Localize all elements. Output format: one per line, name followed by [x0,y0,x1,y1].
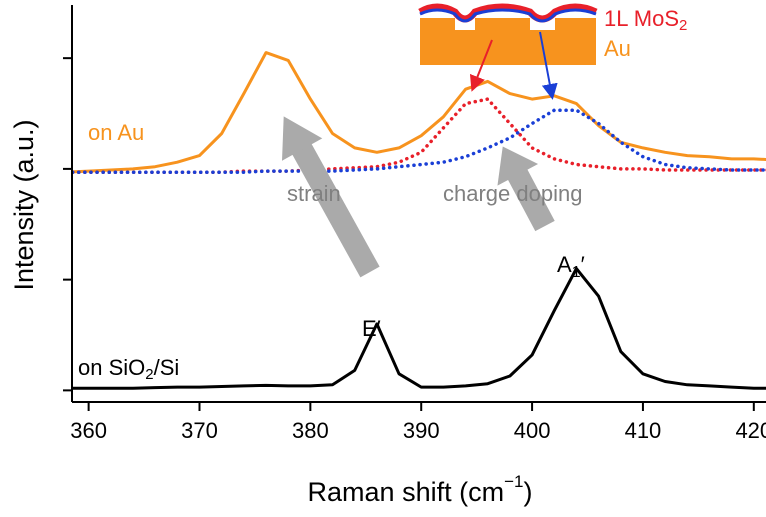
label-sub: 2 [145,366,153,383]
x-tick-label: 370 [181,418,218,443]
label-part: A [557,252,572,277]
label-part: ′ [581,252,585,277]
spectrum-line [72,51,766,174]
x-tick-label: 410 [625,418,662,443]
x-tick-label: 390 [403,418,440,443]
x-tick-label: 420 [735,418,766,443]
a1-prime-label: A1′ [557,252,585,281]
x-tick-label: 400 [514,418,551,443]
y-axis-label: Intensity (a.u.) [9,119,39,290]
mos2-label: 1L MoS2 [604,6,687,34]
au-label: Au [604,36,631,61]
x-label-sup: −1 [504,472,523,491]
strain-label: strain [287,181,341,206]
inset-diagram [418,3,598,100]
spectrum-line [72,267,766,390]
on-au-label: on Au [88,120,144,145]
label-sub: 2 [679,17,687,34]
x-tick-label: 360 [70,418,107,443]
doping-arrow [497,146,555,232]
x-label-end: ) [523,477,532,507]
label-part: on SiO [78,355,145,380]
spectrum-line [72,97,766,174]
spectrum-line [72,108,766,174]
label-part: /Si [154,355,180,380]
e-prime-label: E′ [362,316,381,341]
label-sub: 1 [572,264,581,281]
doping-label: charge doping [443,181,582,206]
label-part: 1L MoS [604,6,679,31]
strain-arrow [282,116,380,278]
x-axis-label: Raman shift (cm−1) [308,472,533,507]
plot-area [72,51,766,390]
on-sio2-label: on SiO2/Si [78,355,179,383]
x-tick-label: 380 [292,418,329,443]
x-label-text: Raman shift (cm [308,477,505,507]
